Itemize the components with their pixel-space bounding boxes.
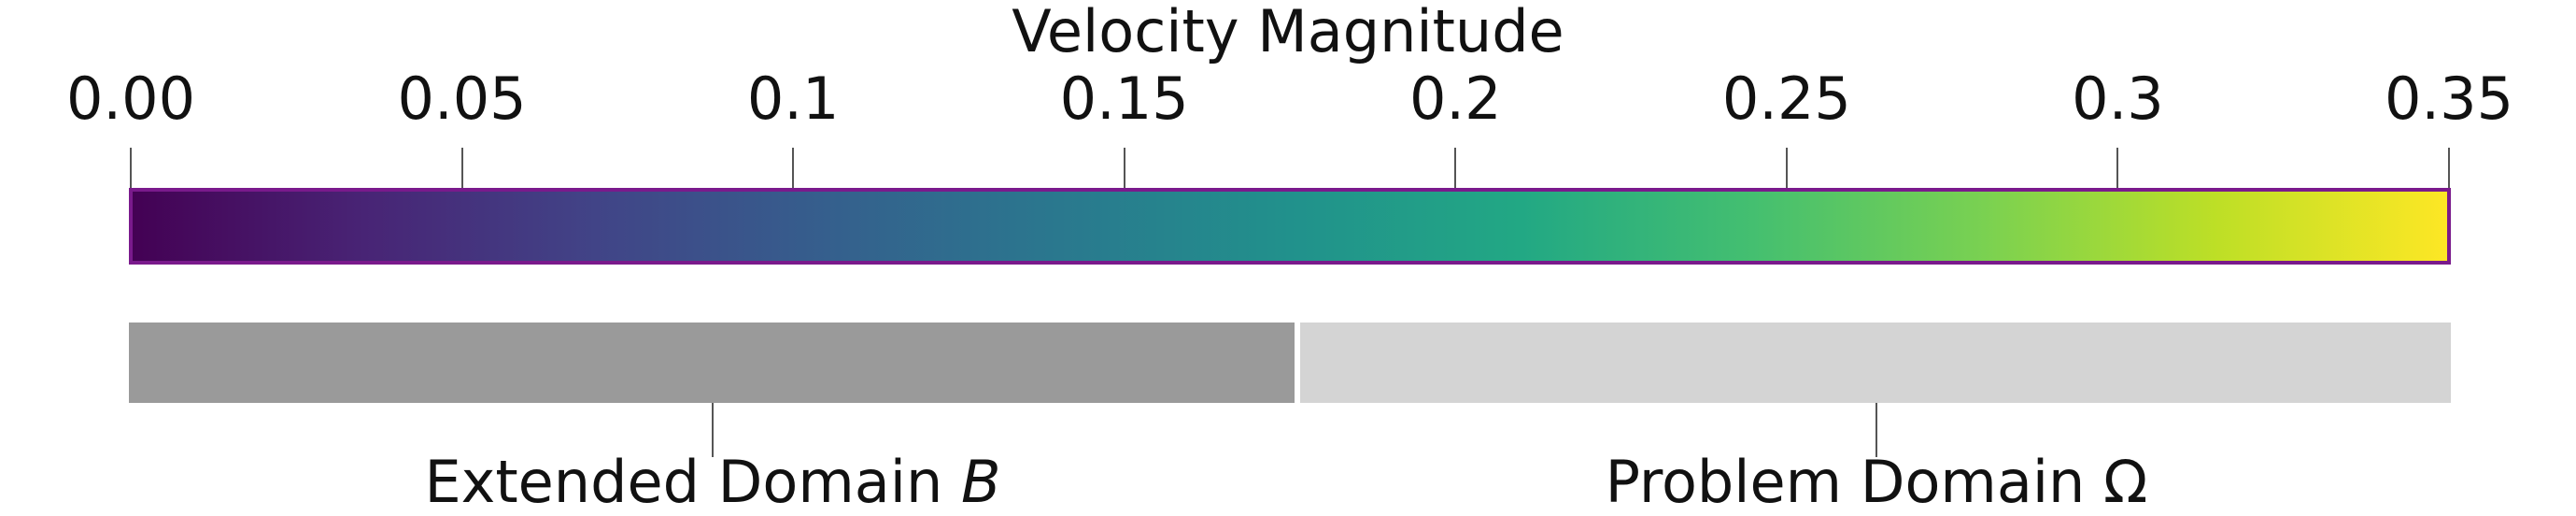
tick-label: 0.00 — [65, 64, 196, 133]
colorbar-title: Velocity Magnitude — [1012, 0, 1564, 65]
problem-domain-label: Problem Domain Ω — [1605, 448, 2148, 516]
extended-domain-bar — [129, 322, 1295, 403]
tick-label: 0.2 — [1408, 64, 1502, 133]
tick-mark — [1785, 148, 1788, 191]
problem-domain-bar — [1300, 322, 2451, 403]
extended-domain-label: Extended Domain B — [424, 451, 1000, 514]
tick-mark — [2448, 148, 2450, 191]
tick-label: 0.1 — [746, 64, 840, 133]
velocity-colorbar — [129, 188, 2451, 265]
tick-label: 0.15 — [1059, 64, 1189, 133]
tick-mark — [2116, 148, 2119, 191]
extended-domain-label-text: Extended Domain — [424, 448, 961, 516]
tick-mark — [460, 148, 463, 191]
tick-mark — [1454, 148, 1457, 191]
extended-domain-symbol: B — [960, 448, 1001, 516]
extended-domain-connector — [712, 403, 714, 457]
tick-mark — [130, 148, 132, 191]
tick-mark — [1123, 148, 1125, 191]
tick-label: 0.35 — [2384, 64, 2514, 133]
tick-label: 0.3 — [2072, 64, 2164, 133]
problem-domain-connector — [1875, 403, 1877, 457]
tick-mark — [792, 148, 795, 191]
tick-label: 0.25 — [1721, 64, 1851, 133]
tick-label: 0.05 — [397, 64, 527, 133]
